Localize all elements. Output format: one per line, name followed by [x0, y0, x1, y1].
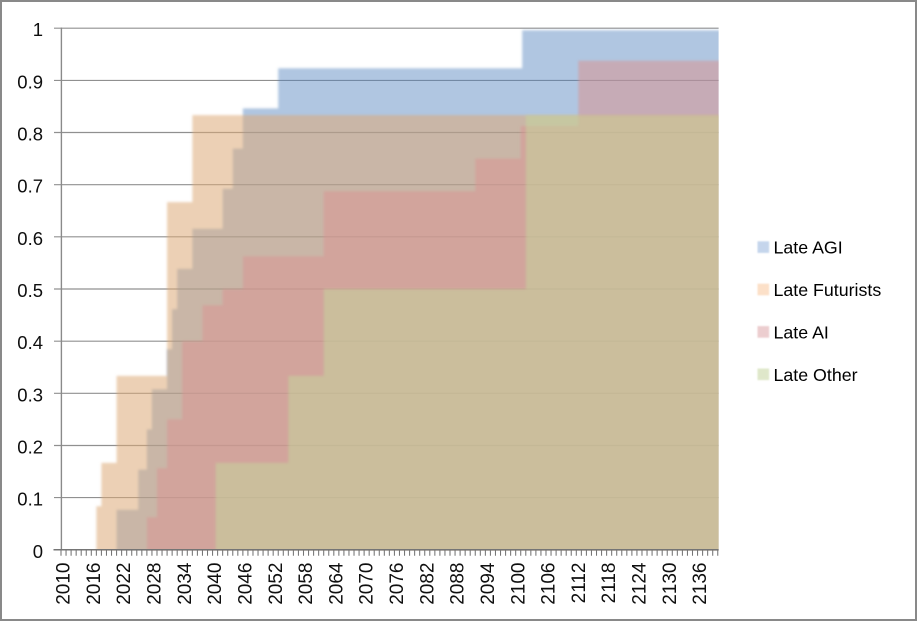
svg-text:1: 1: [33, 19, 43, 40]
svg-text:2112: 2112: [569, 563, 590, 604]
svg-text:Late Other: Late Other: [774, 365, 858, 385]
svg-text:2022: 2022: [114, 563, 135, 605]
svg-text:0.1: 0.1: [17, 489, 43, 510]
svg-text:2094: 2094: [478, 562, 499, 605]
svg-text:0.5: 0.5: [17, 280, 43, 301]
svg-text:2052: 2052: [266, 563, 287, 605]
svg-text:2088: 2088: [448, 563, 469, 605]
svg-text:Late AGI: Late AGI: [774, 238, 843, 258]
svg-text:2124: 2124: [630, 562, 651, 605]
svg-text:2076: 2076: [387, 563, 408, 605]
svg-text:0.8: 0.8: [17, 124, 43, 145]
svg-text:0.2: 0.2: [17, 437, 43, 458]
svg-text:2070: 2070: [357, 563, 378, 605]
svg-text:2016: 2016: [84, 563, 105, 605]
svg-text:2040: 2040: [205, 563, 226, 605]
svg-text:0.3: 0.3: [17, 384, 43, 405]
svg-text:2028: 2028: [145, 563, 166, 605]
svg-text:Late Futurists: Late Futurists: [774, 280, 882, 300]
svg-text:2058: 2058: [296, 563, 317, 605]
svg-text:0.9: 0.9: [17, 71, 43, 92]
svg-text:0: 0: [33, 541, 43, 562]
svg-text:2034: 2034: [175, 562, 196, 605]
svg-text:2064: 2064: [326, 562, 347, 605]
svg-text:2100: 2100: [508, 563, 529, 605]
svg-text:2082: 2082: [417, 563, 438, 605]
svg-text:2130: 2130: [660, 563, 681, 605]
svg-text:2046: 2046: [236, 563, 257, 605]
svg-text:2136: 2136: [690, 563, 711, 605]
svg-text:0.7: 0.7: [17, 176, 43, 197]
svg-text:0.6: 0.6: [17, 228, 43, 249]
svg-text:2106: 2106: [539, 563, 560, 605]
svg-text:Late AI: Late AI: [774, 322, 829, 342]
svg-text:0.4: 0.4: [17, 332, 43, 353]
svg-text:2010: 2010: [54, 563, 75, 605]
svg-text:2118: 2118: [599, 563, 620, 604]
